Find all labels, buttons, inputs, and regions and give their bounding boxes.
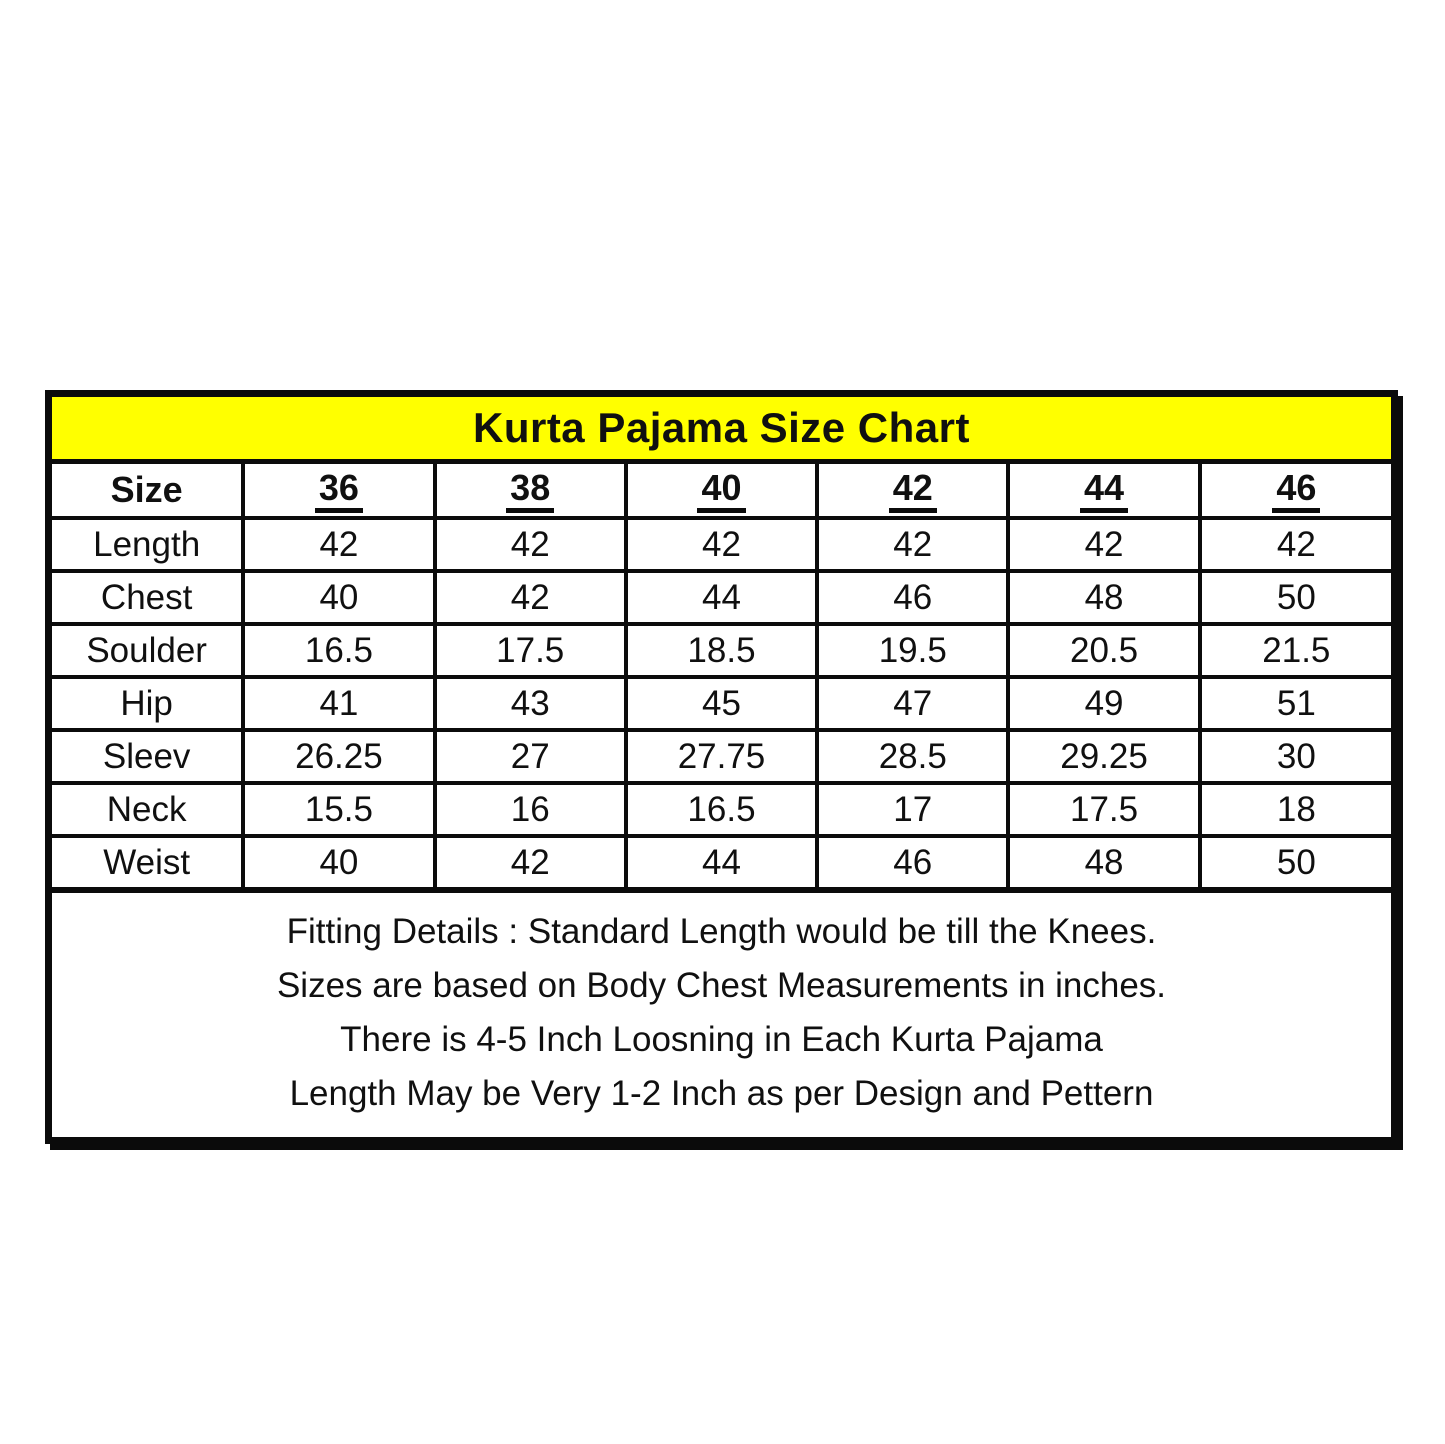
cell: 41 — [241, 675, 437, 732]
cell: 44 — [623, 569, 820, 626]
cell: 42 — [1197, 516, 1391, 573]
fitting-details: Fitting Details : Standard Length would … — [52, 887, 1391, 1137]
row-label: Hip — [52, 675, 246, 732]
cell: 49 — [1006, 675, 1202, 732]
fitting-details-line: Fitting Details : Standard Length would … — [286, 912, 1157, 951]
cell: 28.5 — [815, 728, 1011, 785]
cell: 16.5 — [241, 622, 437, 679]
cell: 48 — [1006, 834, 1202, 887]
table-row-sleev: Sleev 26.25 27 27.75 28.5 29.25 30 — [52, 728, 1391, 785]
cell: 50 — [1197, 569, 1391, 626]
cell: 42 — [432, 834, 628, 887]
table-row-soulder: Soulder 16.5 17.5 18.5 19.5 20.5 21.5 — [52, 622, 1391, 679]
header-size-46: 46 — [1197, 464, 1391, 520]
cell: 16 — [432, 781, 628, 838]
fitting-details-line: Length May be Very 1-2 Inch as per Desig… — [289, 1074, 1154, 1113]
table-row-hip: Hip 41 43 45 47 49 51 — [52, 675, 1391, 732]
cell: 42 — [432, 516, 628, 573]
row-label: Neck — [52, 781, 246, 838]
header-size-44: 44 — [1006, 464, 1202, 520]
cell: 18.5 — [623, 622, 820, 679]
cell: 50 — [1197, 834, 1391, 887]
cell: 45 — [623, 675, 820, 732]
cell: 26.25 — [241, 728, 437, 785]
table-row-length: Length 42 42 42 42 42 42 — [52, 516, 1391, 573]
cell: 48 — [1006, 569, 1202, 626]
cell: 19.5 — [815, 622, 1011, 679]
size-chart-sheet: Kurta Pajama Size Chart Size 36 38 40 42… — [45, 390, 1398, 1144]
table-row-neck: Neck 15.5 16 16.5 17 17.5 18 — [52, 781, 1391, 838]
size-header-row: Size 36 38 40 42 44 46 — [52, 464, 1391, 520]
header-size-38: 38 — [432, 464, 628, 520]
header-size-42: 42 — [815, 464, 1011, 520]
cell: 17 — [815, 781, 1011, 838]
cell: 27 — [432, 728, 628, 785]
header-size-label: Size — [52, 464, 246, 520]
row-label: Sleev — [52, 728, 246, 785]
cell: 40 — [241, 834, 437, 887]
fitting-details-line: Sizes are based on Body Chest Measuremen… — [276, 966, 1167, 1005]
cell: 30 — [1197, 728, 1391, 785]
cell: 44 — [623, 834, 820, 887]
header-size-36: 36 — [241, 464, 437, 520]
cell: 21.5 — [1197, 622, 1391, 679]
cell: 27.75 — [623, 728, 820, 785]
cell: 15.5 — [241, 781, 437, 838]
row-label: Chest — [52, 569, 246, 626]
cell: 47 — [815, 675, 1011, 732]
row-label: Weist — [52, 834, 246, 887]
cell: 17.5 — [1006, 781, 1202, 838]
cell: 42 — [1006, 516, 1202, 573]
row-label: Length — [52, 516, 246, 573]
cell: 42 — [432, 569, 628, 626]
header-size-40: 40 — [623, 464, 820, 520]
cell: 40 — [241, 569, 437, 626]
chart-title: Kurta Pajama Size Chart — [52, 397, 1391, 464]
row-label: Soulder — [52, 622, 246, 679]
cell: 20.5 — [1006, 622, 1202, 679]
cell: 46 — [815, 834, 1011, 887]
cell: 42 — [241, 516, 437, 573]
cell: 46 — [815, 569, 1011, 626]
fitting-details-line: There is 4-5 Inch Loosning in Each Kurta… — [340, 1020, 1103, 1059]
cell: 18 — [1197, 781, 1391, 838]
cell: 43 — [432, 675, 628, 732]
cell: 42 — [623, 516, 820, 573]
cell: 29.25 — [1006, 728, 1202, 785]
table-row-chest: Chest 40 42 44 46 48 50 — [52, 569, 1391, 626]
cell: 51 — [1197, 675, 1391, 732]
table-row-weist: Weist 40 42 44 46 48 50 — [52, 834, 1391, 887]
cell: 42 — [815, 516, 1011, 573]
cell: 17.5 — [432, 622, 628, 679]
size-table: Size 36 38 40 42 44 46 Length 42 42 42 4… — [52, 464, 1391, 887]
cell: 16.5 — [623, 781, 820, 838]
